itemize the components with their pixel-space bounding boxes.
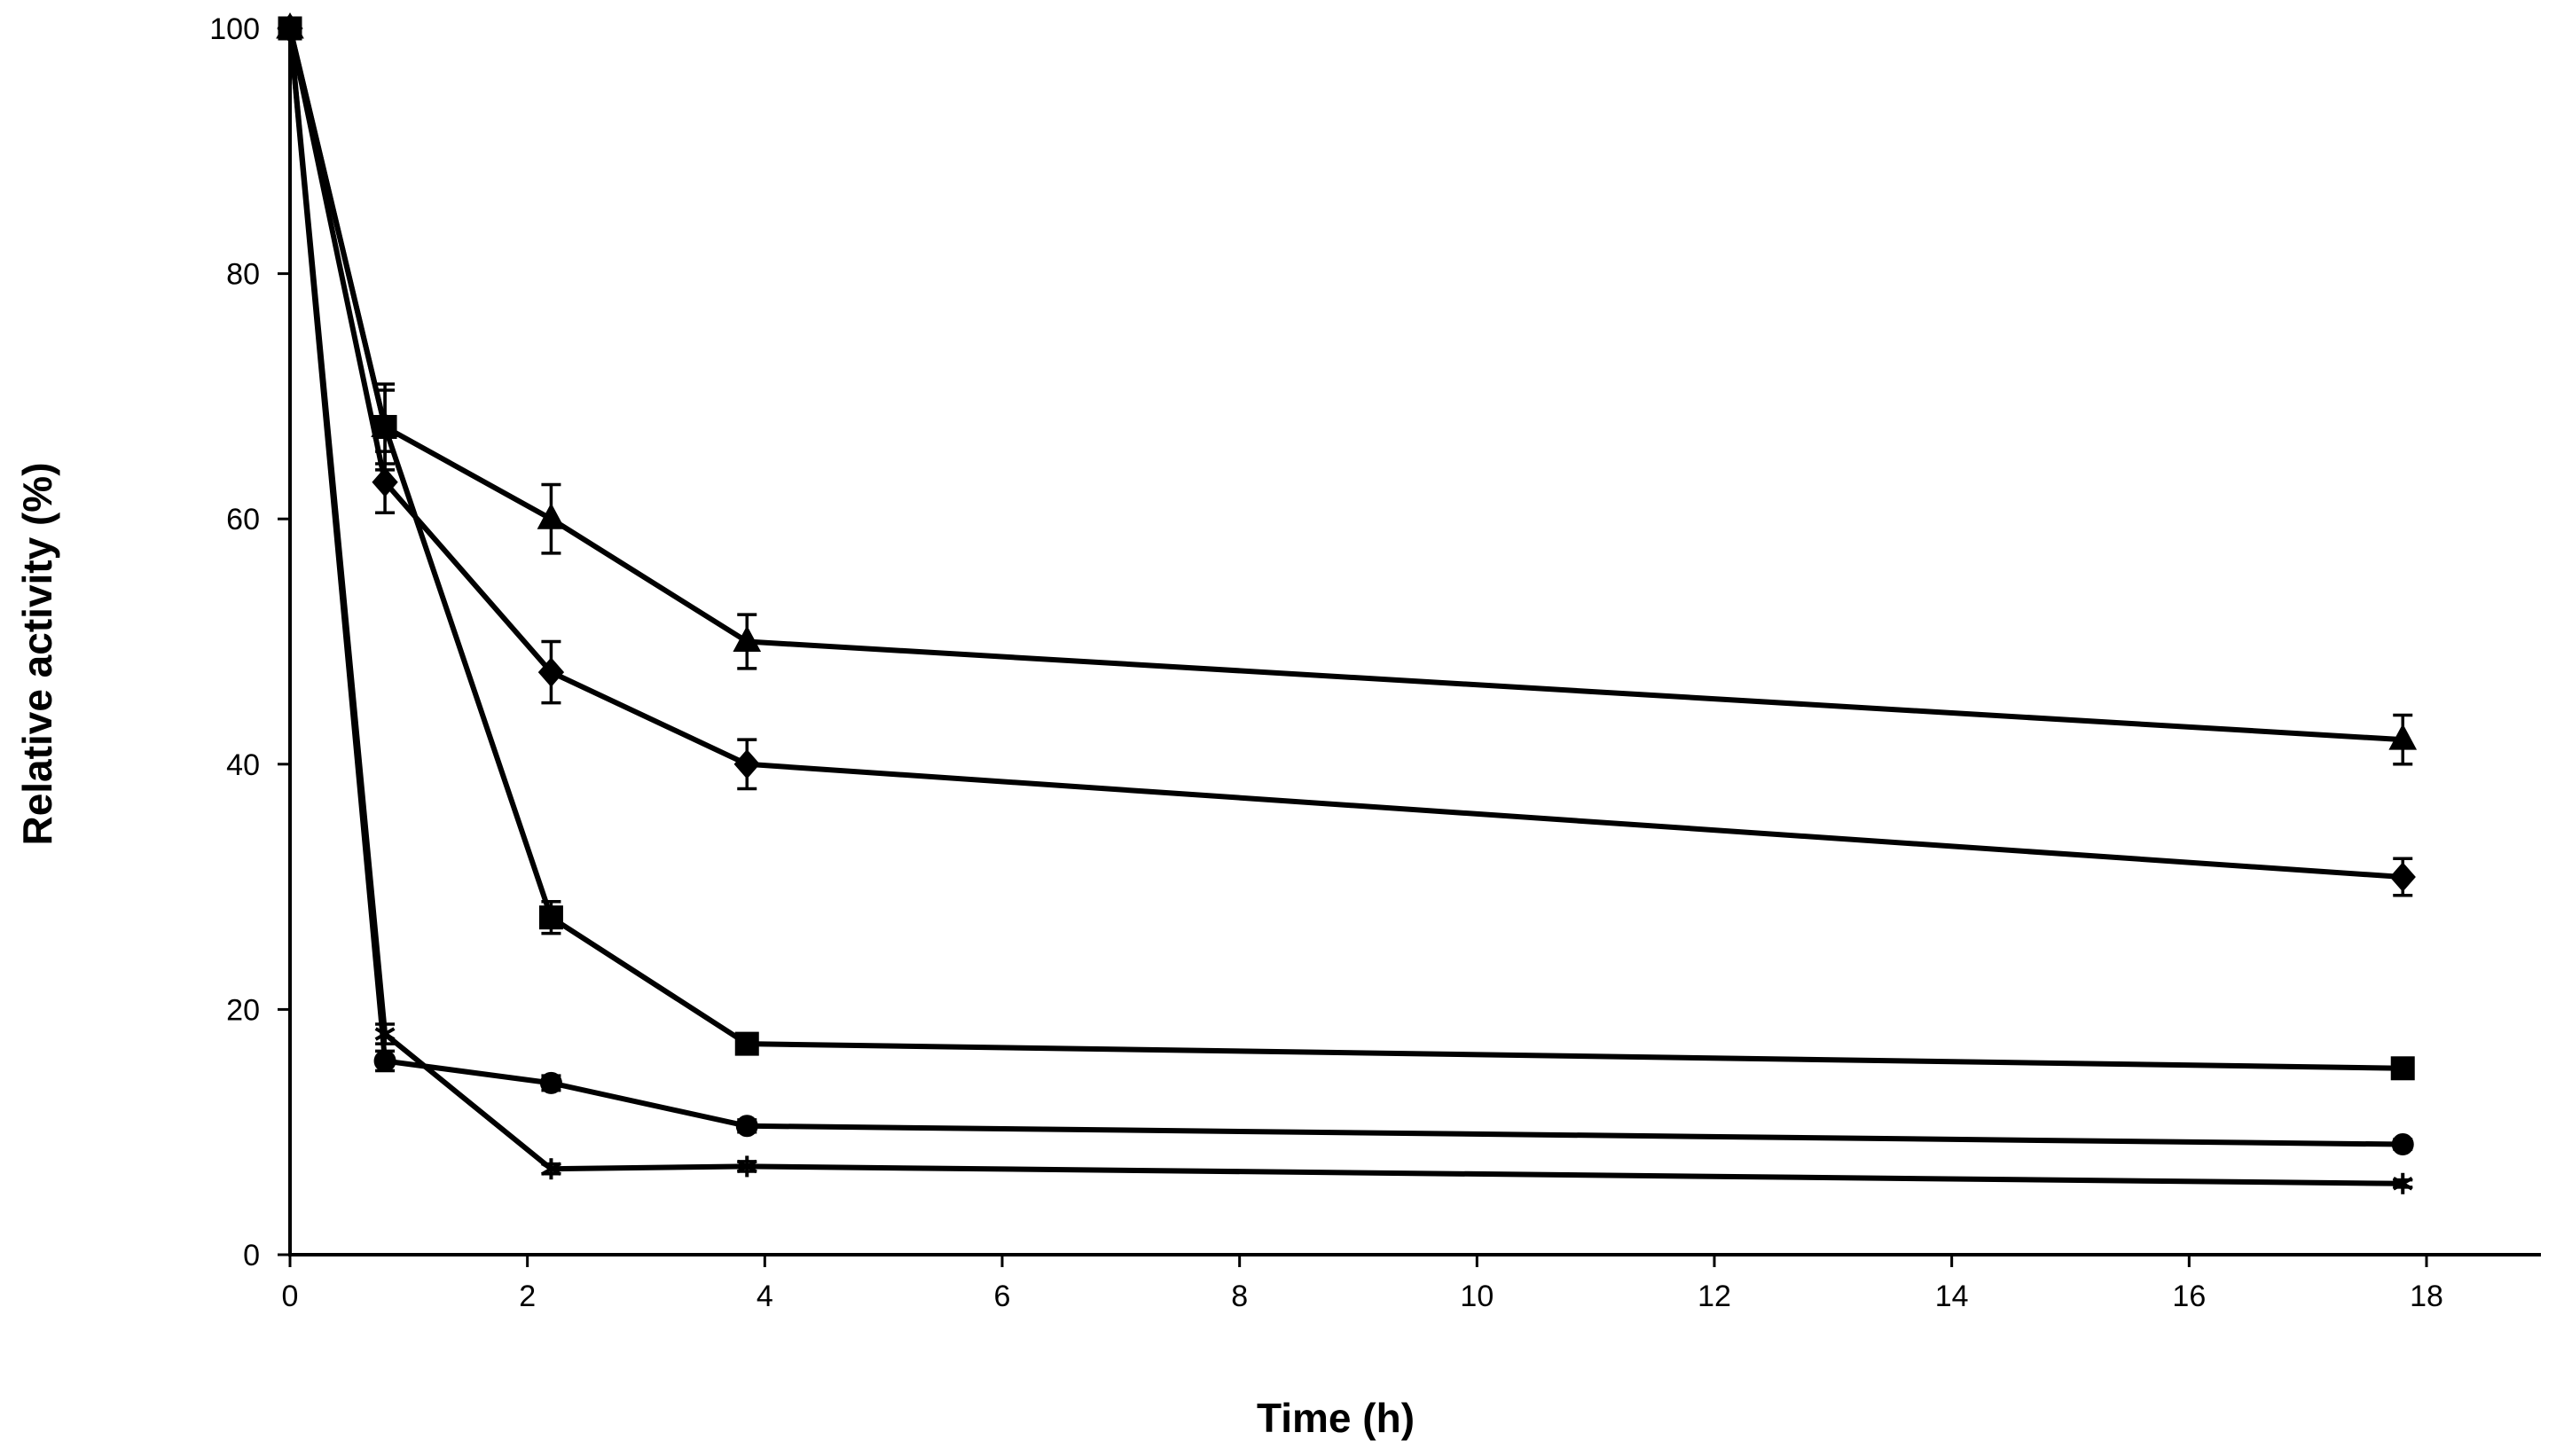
- diamond-marker: [2389, 862, 2416, 892]
- x-tick-label: 14: [1935, 1280, 1969, 1313]
- asterisk-marker: [374, 1023, 396, 1045]
- square-marker: [538, 905, 563, 930]
- y-tick-label: 80: [226, 258, 260, 292]
- series-circle: [278, 17, 2414, 1156]
- x-tick-label: 12: [1697, 1280, 1731, 1313]
- y-tick-label: 100: [209, 12, 260, 46]
- square-marker: [372, 414, 397, 439]
- diamond-marker: [372, 466, 398, 497]
- x-tick-label: 4: [757, 1280, 773, 1313]
- triangle-marker: [2388, 724, 2418, 750]
- y-tick-label: 40: [226, 748, 260, 782]
- series-diamond: [277, 13, 2416, 897]
- triangle-marker: [537, 503, 566, 529]
- series-triangle: [276, 12, 2418, 766]
- x-tick-label: 16: [2172, 1280, 2206, 1313]
- x-tick-label: 18: [2410, 1280, 2443, 1313]
- square-marker: [2390, 1056, 2415, 1081]
- diamond-marker: [537, 657, 565, 687]
- x-tick-label: 6: [994, 1280, 1011, 1313]
- x-tick-label: 10: [1460, 1280, 1494, 1313]
- series-line-asterisk: [287, 27, 2403, 1186]
- series-asterisk: [279, 18, 2413, 1194]
- series-line-circle: [287, 27, 2403, 1147]
- asterisk-marker: [2392, 1172, 2413, 1194]
- circle-marker: [373, 1049, 396, 1072]
- triangle-marker: [733, 625, 762, 652]
- diamond-marker: [733, 749, 760, 779]
- axis-ticks: 0 2 4 6 8 10 12 14 16 18 0 20 40 60 80 100: [209, 12, 2443, 1313]
- x-tick-label: 2: [519, 1280, 536, 1313]
- y-tick-label: 0: [243, 1239, 260, 1272]
- series-line-diamond: [287, 27, 2403, 881]
- x-axis-title: Time (h): [1257, 1395, 1415, 1441]
- square-marker: [734, 1031, 759, 1056]
- y-axis-title: Relative activity (%): [14, 462, 60, 845]
- y-tick-label: 20: [226, 993, 260, 1027]
- asterisk-marker: [279, 18, 301, 39]
- circle-marker: [539, 1071, 562, 1094]
- series-line-square: [287, 27, 2403, 1071]
- x-tick-label: 8: [1231, 1280, 1248, 1313]
- x-tick-label: 0: [282, 1280, 299, 1313]
- axes: [288, 28, 2541, 1256]
- asterisk-marker: [540, 1158, 561, 1180]
- y-tick-label: 60: [226, 503, 260, 536]
- series-group: [276, 12, 2418, 1194]
- series-line-triangle: [287, 27, 2403, 743]
- asterisk-marker: [736, 1155, 757, 1178]
- circle-marker: [2391, 1133, 2414, 1156]
- circle-marker: [735, 1115, 758, 1138]
